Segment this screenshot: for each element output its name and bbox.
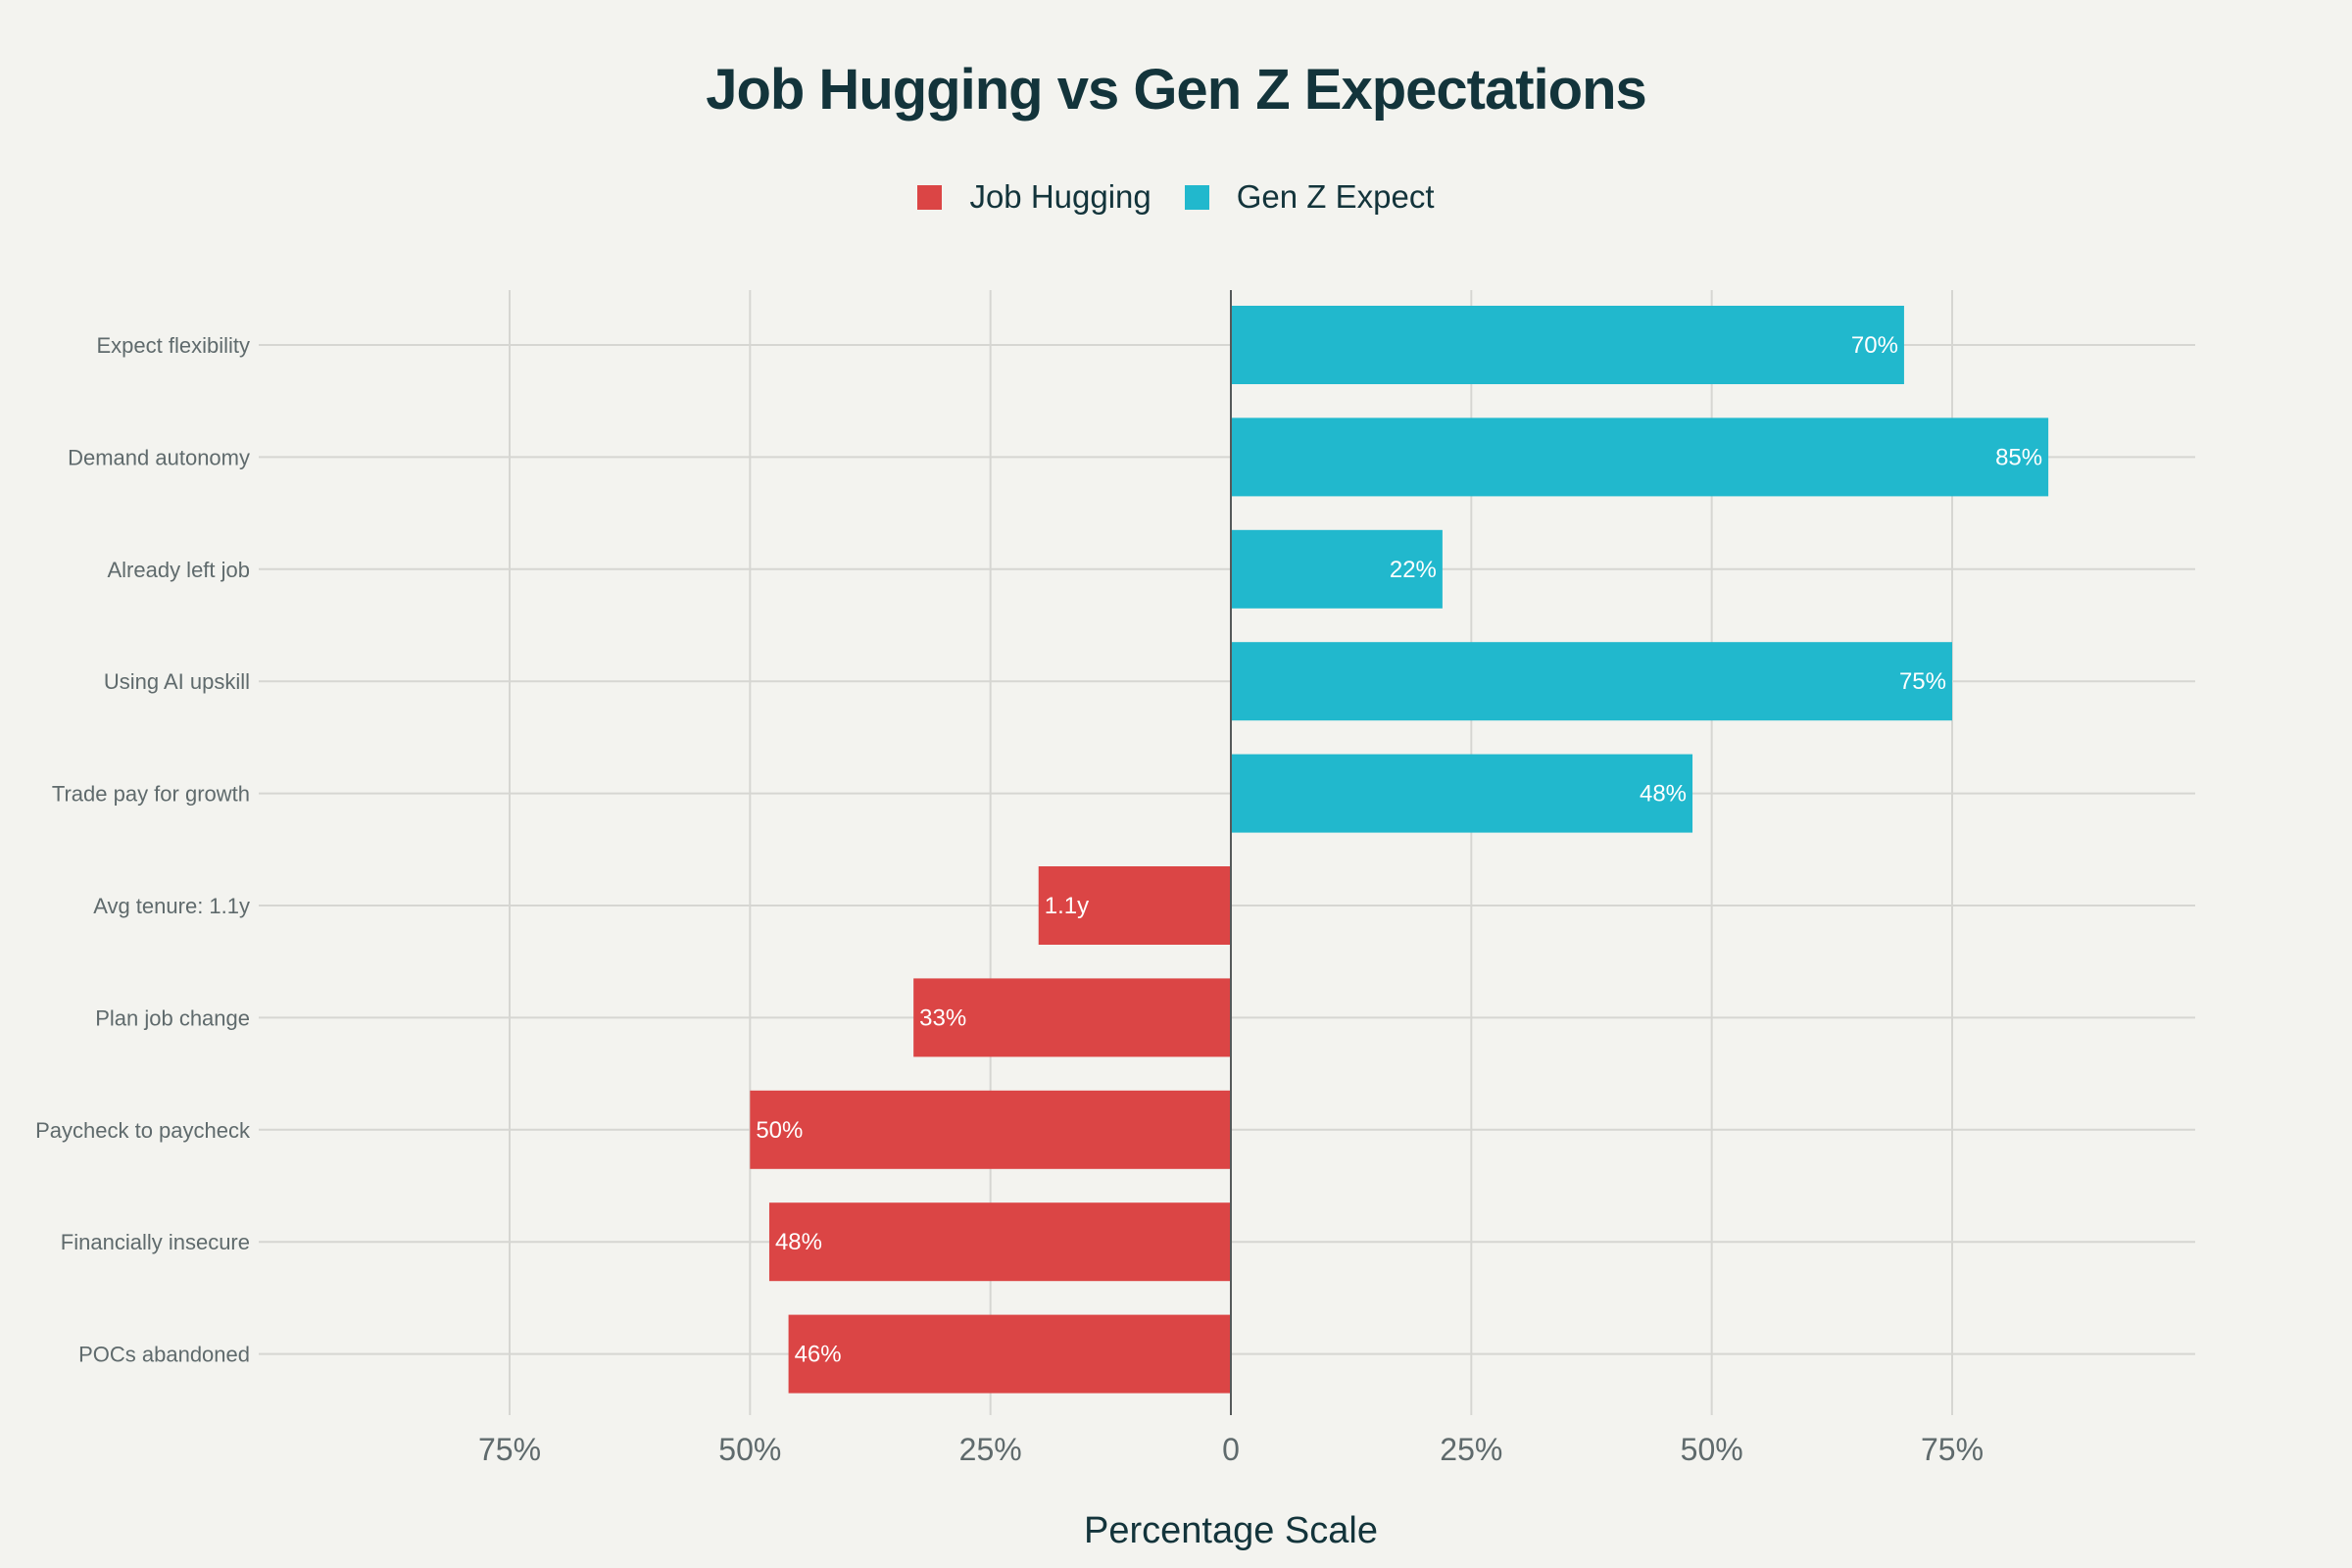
y-tick-label: Already left job xyxy=(107,558,250,582)
legend-label-gen-z-expect: Gen Z Expect xyxy=(1236,178,1435,215)
y-tick-label: POCs abandoned xyxy=(78,1343,250,1367)
axes: Expect flexibility Demand autonomy Already… xyxy=(35,290,1984,1467)
legend-item-gen-z-expect[interactable]: Gen Z Expect xyxy=(1184,178,1435,216)
data-label: 70% xyxy=(1851,332,1898,359)
data-label: 50% xyxy=(756,1117,803,1144)
bar xyxy=(750,1090,1231,1169)
y-tick-label: Expect flexibility xyxy=(96,333,250,358)
legend: Job Hugging Gen Z Expect xyxy=(0,178,2352,216)
legend-item-job-hugging[interactable]: Job Hugging xyxy=(917,178,1152,216)
data-label: 75% xyxy=(1899,668,1946,695)
bars: 70% 85% 22% 75% 48% 1.1y 33% 50% 48% 46% xyxy=(750,306,2049,1394)
legend-label-job-hugging: Job Hugging xyxy=(969,178,1152,215)
legend-swatch-job-hugging xyxy=(917,184,943,210)
y-tick-label: Trade pay for growth xyxy=(52,782,250,807)
y-tick-label: Using AI upskill xyxy=(104,669,250,694)
x-tick-label: 25% xyxy=(1440,1432,1502,1467)
x-tick-label: 50% xyxy=(718,1432,781,1467)
data-label: 33% xyxy=(919,1004,966,1031)
bar xyxy=(913,978,1231,1057)
x-tick-label: 75% xyxy=(478,1432,541,1467)
bar xyxy=(1231,754,1693,833)
chart-title: Job Hugging vs Gen Z Expectations xyxy=(706,58,1647,122)
bar xyxy=(1038,866,1231,945)
y-tick-label: Financially insecure xyxy=(61,1230,250,1254)
x-tick-label: 0 xyxy=(1222,1432,1240,1467)
bar xyxy=(788,1314,1231,1394)
data-label: 85% xyxy=(1995,444,2042,470)
x-tick-label: 75% xyxy=(1921,1432,1984,1467)
data-label: 48% xyxy=(775,1229,822,1255)
bar xyxy=(1231,417,2049,497)
y-tick-label: Demand autonomy xyxy=(68,445,250,469)
bar xyxy=(1231,642,1952,721)
x-axis-title: Percentage Scale xyxy=(1084,1510,1378,1551)
data-label: 46% xyxy=(795,1342,842,1368)
bar xyxy=(1231,529,1443,609)
y-tick-label: Paycheck to paycheck xyxy=(35,1118,251,1143)
data-label: 22% xyxy=(1390,557,1437,583)
legend-swatch-gen-z-expect xyxy=(1184,184,1209,210)
y-tick-label: Avg tenure: 1.1y xyxy=(93,894,250,918)
x-tick-label: 25% xyxy=(959,1432,1022,1467)
data-label: 48% xyxy=(1640,781,1687,808)
y-tick-label: Plan job change xyxy=(95,1005,250,1030)
x-tick-label: 50% xyxy=(1681,1432,1743,1467)
bar xyxy=(1231,306,1904,384)
bar xyxy=(768,1202,1231,1282)
data-label: 1.1y xyxy=(1045,893,1089,919)
